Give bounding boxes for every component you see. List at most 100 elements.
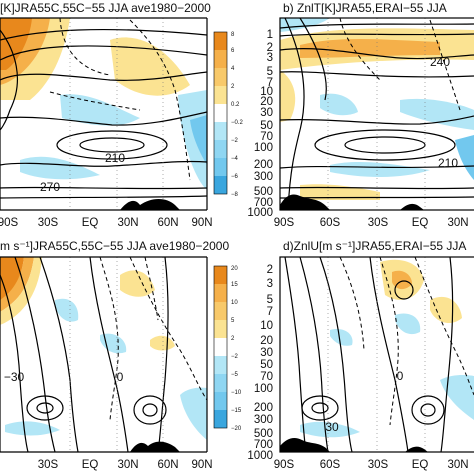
panel-d-contour-east [411, 395, 445, 425]
x-tick-label: EQ [82, 217, 99, 229]
panel-b-contour [280, 115, 474, 125]
panel-d-plot [280, 257, 474, 452]
colorbar-tick: 4 [231, 66, 235, 72]
y-tick-label: 200 [254, 402, 273, 414]
panel-b-contour-label: 240 [430, 55, 450, 69]
panel-d: d)ZnlU[m s⁻¹]JRA55,ERAI−55 JJA [247, 239, 474, 471]
panel-c-cool-patch [55, 298, 79, 322]
panel-c-plot [0, 257, 207, 452]
colorbar-tick: −15 [231, 408, 242, 414]
panel-c-contour-east [133, 395, 167, 425]
panel-b-contour [280, 71, 474, 78]
panel-c-contour-dashed [99, 257, 119, 421]
y-tick-label: 500 [254, 428, 273, 440]
x-tick-label: 60S [320, 217, 341, 229]
panel-d-cool-low [300, 421, 360, 438]
y-tick-label: 70 [260, 371, 273, 383]
y-tick-label: 1000 [247, 450, 273, 462]
panel-b-contour [280, 23, 474, 29]
panel-c-contour-label: −30 [4, 370, 25, 384]
panel-c: m s⁻¹]JRA55C,55C−55 JJA ave1980−2000 [0, 239, 242, 471]
panel-a-topography [120, 198, 180, 210]
panel-d-contour-label: 0 [397, 369, 404, 383]
x-tick-label: 60N [157, 459, 178, 471]
y-tick-label: 1 [267, 29, 273, 41]
y-tick-label: 3 [267, 278, 273, 290]
panel-c-contour-neg30 [26, 395, 64, 421]
panel-c-contour [14, 257, 56, 452]
panel-d-contour-30-inner [311, 402, 329, 414]
panel-c-title: m s⁻¹]JRA55C,55C−55 JJA ave1980−2000 [0, 239, 229, 253]
panel-a-contour [0, 71, 207, 81]
colorbar-tick: 8 [231, 32, 235, 38]
panel-a-cool-right [178, 90, 207, 190]
panel-a-contour-label: 270 [40, 180, 60, 194]
panel-a-contour-dashed [129, 19, 191, 181]
panel-b-topography [400, 203, 424, 210]
colorbar-tick: −10 [231, 390, 242, 396]
panel-c-contour-east-inner [142, 403, 158, 417]
panel-c-contour-0 [89, 257, 129, 452]
y-tick-label: 10 [260, 320, 273, 332]
panel-d-topography [280, 438, 330, 452]
y-tick-label: 700 [254, 197, 273, 209]
x-tick-label: 90S [0, 217, 19, 229]
y-tick-label: 2 [267, 264, 273, 276]
panel-a-contour-210 [56, 130, 168, 160]
y-tick-label: 50 [260, 359, 273, 371]
colorbar-tick: −20 [231, 426, 242, 432]
panel-d-cool-patch [395, 313, 421, 335]
panel-c-cool-right [180, 387, 207, 440]
y-tick-label: 200 [254, 159, 273, 171]
panel-d-contour-30 [301, 395, 339, 421]
panel-d-contour-0 [369, 257, 409, 452]
panel-d-contour-dashed [379, 257, 399, 426]
y-tick-label: 1000 [247, 207, 273, 219]
y-tick-label: 700 [254, 439, 273, 451]
panel-d-cool-patch [330, 329, 353, 346]
panel-d-contour [299, 257, 329, 452]
panel-c-warm-patch [150, 335, 175, 351]
panel-a-contour [0, 45, 207, 61]
y-tick-label: 50 [260, 120, 273, 132]
x-tick-label: 60N [157, 217, 178, 229]
colorbar-tick: 2 [231, 84, 235, 90]
panel-c-contour-label: 0 [117, 370, 124, 384]
panel-d-title: d)ZnlU[m s⁻¹]JRA55,ERAI−55 JJA [283, 239, 466, 253]
panel-b-contour-210-inner [344, 136, 426, 154]
panel-b-cool-low [330, 162, 430, 177]
panel-b-x-ticks: 90S 60S 30S EQ 30N [274, 217, 469, 229]
panel-d-y-ticks: 2 3 5 7 10 20 30 50 70 100 200 300 500 7… [247, 264, 273, 462]
panel-a-contour [0, 160, 207, 167]
y-tick-label: 300 [254, 414, 273, 426]
x-tick-label: 90N [191, 459, 212, 471]
panel-a-contour [0, 28, 207, 41]
colorbar-tick: 0.2 [231, 102, 240, 108]
panel-a-title: [K]JRA55C,55C−55 JJA ave1980−2000 [0, 1, 211, 15]
y-tick-label: 100 [254, 142, 273, 154]
panel-c-contour-dashed [129, 257, 207, 401]
panel-a-contour-270 [0, 186, 207, 190]
colorbar-tick: 20 [231, 266, 238, 272]
colorbar-tick: −2 [231, 138, 239, 144]
panel-b-cool-patch [400, 98, 474, 130]
x-tick-label: EQ [412, 459, 429, 471]
panel-c-contour [0, 274, 29, 452]
panel-d-x-ticks: 90S 60S 30S EQ 30N [274, 459, 469, 471]
x-tick-label: 90N [191, 217, 212, 229]
y-tick-label: 5 [267, 294, 273, 306]
panel-c-contour [157, 257, 169, 452]
y-tick-label: 7 [267, 306, 273, 318]
y-tick-label: 10 [260, 86, 273, 98]
panel-b-title: b) ZnlT[K]JRA55,ERAI−55 JJA [283, 1, 447, 15]
panel-c-cool-patch [100, 333, 127, 354]
colorbar-tick: −8 [231, 192, 239, 198]
panel-b-contour [284, 18, 305, 210]
y-tick-label: 30 [260, 347, 273, 359]
panel-d-contour-dashed [414, 257, 474, 396]
y-tick-label: 20 [260, 335, 273, 347]
panel-b-y-ticks: 1 2 3 5 7 10 20 30 50 70 100 200 300 500… [247, 29, 273, 219]
colorbar-tick: −0.2 [231, 120, 244, 126]
colorbar-tick: −6 [231, 174, 239, 180]
